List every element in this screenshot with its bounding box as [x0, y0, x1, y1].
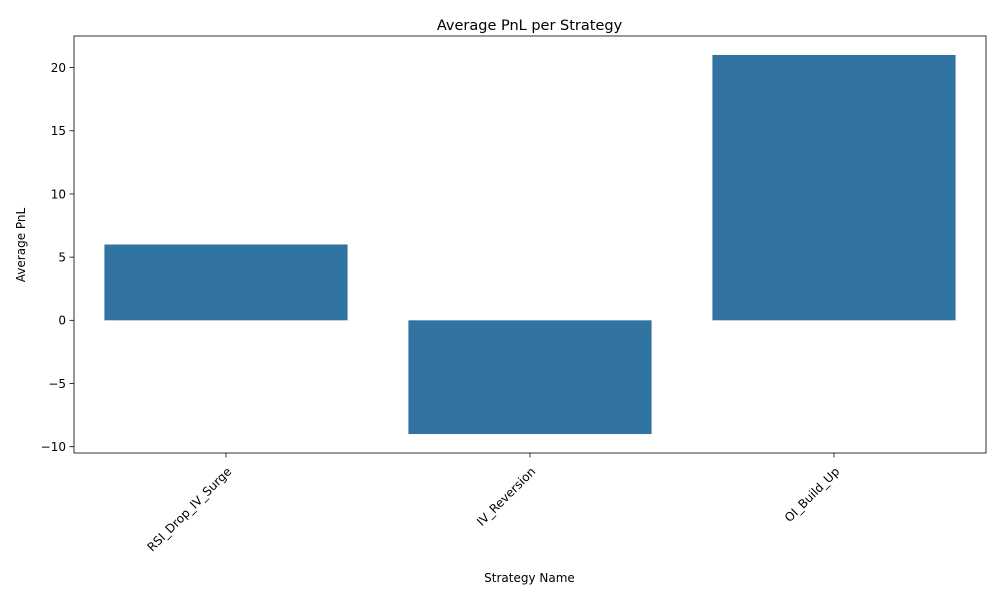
x-tick-label: IV_Reversion: [474, 464, 538, 528]
chart-title: Average PnL per Strategy: [437, 18, 623, 34]
bar-oi-build-up: [712, 54, 956, 321]
y-tick-label: −5: [48, 377, 66, 391]
x-tick-label: OI_Build_Up: [782, 464, 842, 524]
x-axis-label: Strategy Name: [484, 571, 575, 585]
bar-rsi-drop-iv-surge: [104, 244, 348, 321]
bar-iv-reversion: [408, 320, 652, 435]
y-tick-label: 20: [51, 61, 66, 75]
y-tick-label: 10: [51, 187, 66, 201]
y-axis-label: Average PnL: [14, 207, 28, 282]
y-tick-label: 15: [51, 124, 66, 138]
y-tick-label: −10: [41, 440, 66, 454]
y-tick-label: 0: [58, 314, 66, 328]
x-axis: RSI_Drop_IV_Surge IV_Reversion OI_Build_Up: [144, 453, 842, 554]
y-axis: −10 −5 0 5 10 15 20: [41, 61, 74, 454]
bars-group: [104, 54, 956, 435]
x-tick-label: RSI_Drop_IV_Surge: [144, 464, 234, 554]
y-tick-label: 5: [58, 250, 66, 264]
